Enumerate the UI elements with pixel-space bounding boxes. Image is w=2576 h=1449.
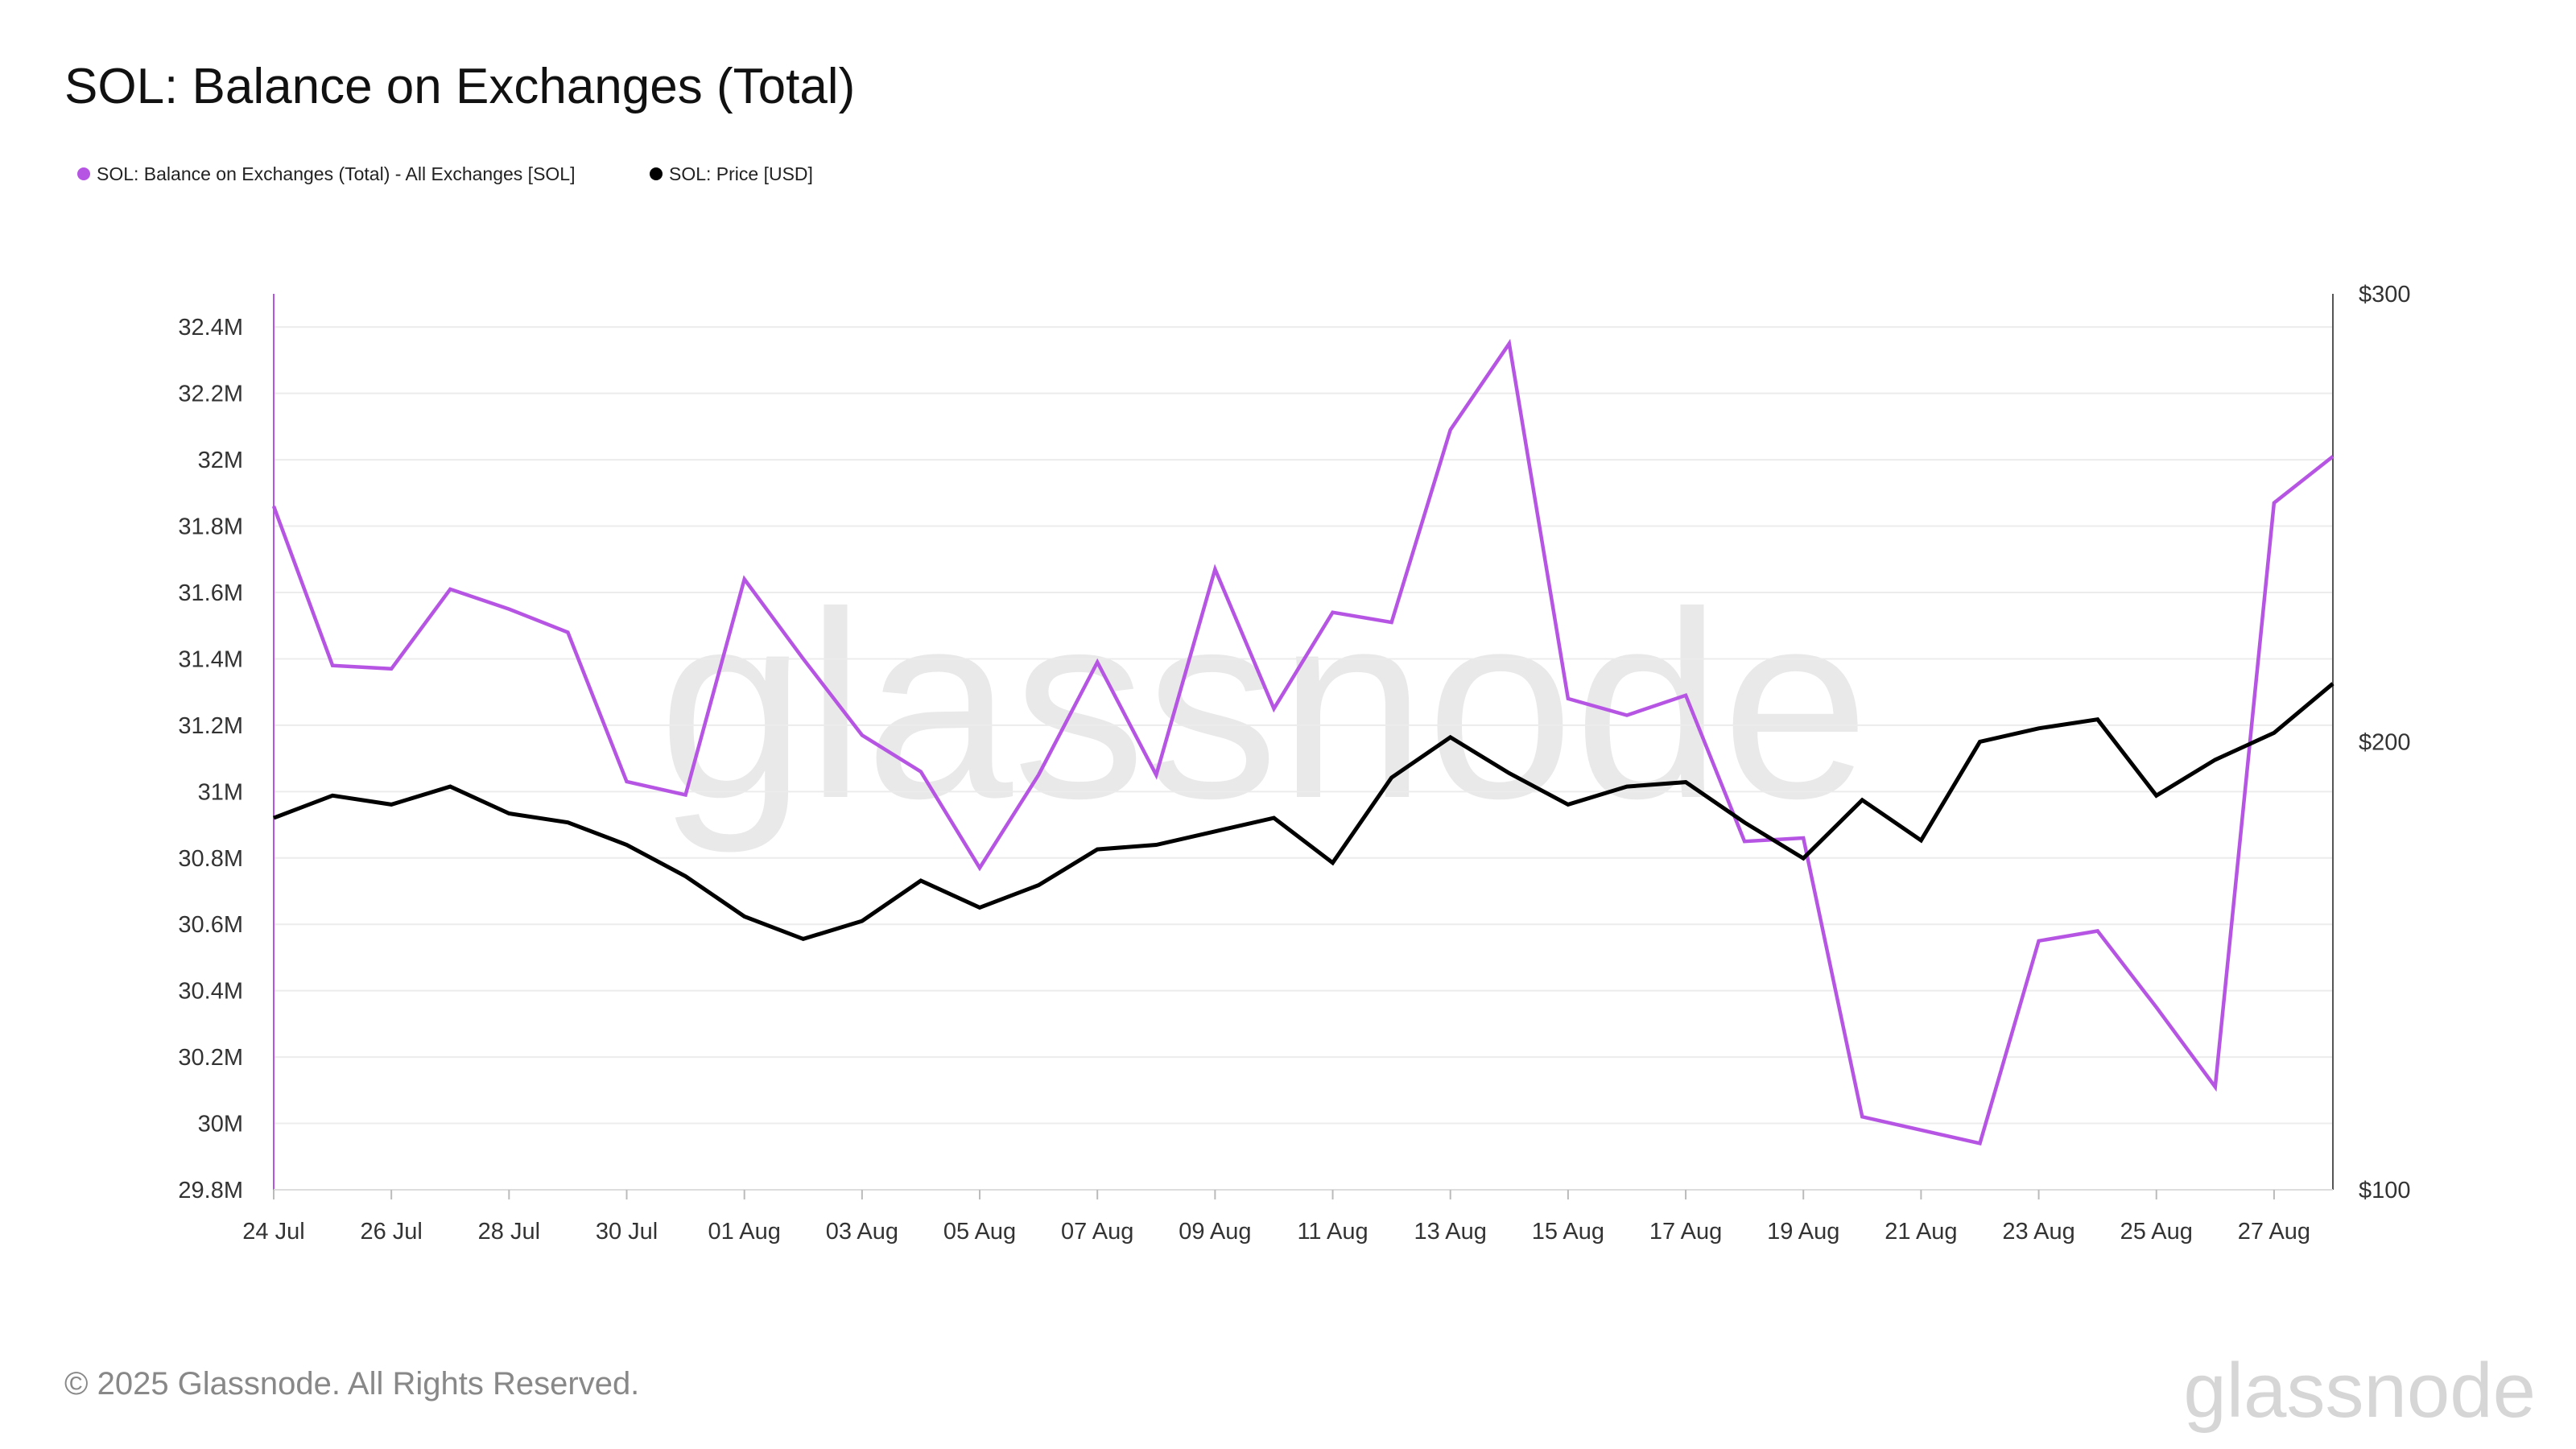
legend-marker-price[interactable] [650,167,663,180]
x-tick-label: 09 Aug [1179,1219,1251,1245]
left-tick-label: 32.4M [178,315,243,341]
legend-label-price[interactable]: SOL: Price [USD] [669,163,813,184]
left-tick-label: 32.2M [178,382,243,407]
x-tick-label: 27 Aug [2238,1219,2310,1245]
series-group [271,338,2334,1146]
left-tick-label: 29.8M [178,1178,243,1203]
x-tick-label: 03 Aug [826,1219,898,1245]
legend-marker-balance[interactable] [77,167,90,180]
left-tick-label: 31.4M [178,646,243,672]
legend-label-balance[interactable]: SOL: Balance on Exchanges (Total) - All … [97,163,576,184]
right-axis: $100 $200 $300 [2332,282,2411,1203]
x-tick-label: 25 Aug [2120,1219,2193,1245]
x-tick-label: 21 Aug [1885,1219,1957,1245]
right-tick-label: $100 [2359,1178,2411,1203]
left-tick-label: 31.2M [178,713,243,739]
legend: SOL: Balance on Exchanges (Total) - All … [77,163,813,184]
x-tick-label: 07 Aug [1061,1219,1133,1245]
x-tick-label: 11 Aug [1297,1219,1368,1245]
x-tick-label: 28 Jul [478,1219,540,1245]
x-axis: 24 Jul 26 Jul 28 Jul 30 Jul 01 Aug 03 Aug 05 A… [242,1189,2333,1245]
x-tick-label: 30 Jul [596,1219,658,1245]
left-tick-label: 32M [198,448,243,473]
gridlines [274,326,2333,1191]
left-axis: 29.8M 30M 30.2M 30.4M 30.6M 30.8M 31M 31.2M 31.4… [178,294,275,1203]
chart-title: SOL: Balance on Exchanges (Total) [64,59,855,114]
x-tick-label: 13 Aug [1414,1219,1487,1245]
x-tick-label: 17 Aug [1649,1219,1722,1245]
x-tick-label: 26 Jul [360,1219,422,1245]
left-tick-label: 30.8M [178,846,243,872]
left-tick-label: 31.6M [178,580,243,606]
x-tick-label: 15 Aug [1532,1219,1604,1245]
copyright-footer: © 2025 Glassnode. All Rights Reserved. [64,1366,639,1402]
series-line-balance[interactable] [271,338,2334,1146]
left-tick-label: 30.2M [178,1045,243,1071]
x-tick-label: 23 Aug [2002,1219,2074,1245]
watermark: glassnode [658,556,1870,855]
left-tick-label: 30M [198,1112,243,1137]
series-line-price[interactable] [273,682,2334,942]
left-tick-label: 30.6M [178,912,243,938]
left-tick-label: 31M [198,779,243,805]
left-tick-label: 30.4M [178,979,243,1005]
glassnode-logo: glassnode [2183,1348,2536,1434]
x-tick-label: 24 Jul [242,1219,304,1245]
right-tick-label: $200 [2359,730,2411,756]
left-tick-label: 31.8M [178,514,243,540]
right-tick-label: $300 [2359,282,2411,308]
x-tick-label: 05 Aug [943,1219,1016,1245]
x-tick-label: 01 Aug [708,1219,781,1245]
x-tick-label: 19 Aug [1767,1219,1839,1245]
